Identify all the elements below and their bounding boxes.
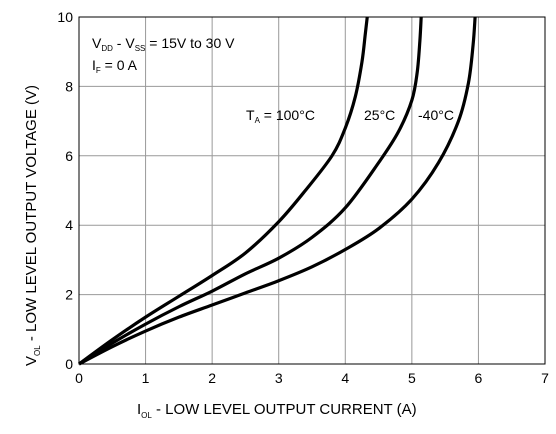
x-axis-label: IOL - LOW LEVEL OUTPUT CURRENT (A) [137, 401, 417, 420]
plot-frame [78, 16, 546, 365]
series-line-minus40c [78, 16, 477, 366]
y-axis-label: VOL - LOW LEVEL OUTPUT VOLTAGE (V) [23, 85, 42, 366]
x-tick-label: 3 [275, 370, 283, 386]
condition-forward-current: IF = 0 A [92, 57, 138, 75]
curves [78, 16, 477, 366]
temperature-label-minus40c: -40°C [418, 107, 454, 123]
y-tick-label: 10 [57, 9, 73, 25]
temperature-label-100c: TA = 100°C [246, 107, 315, 125]
y-tick-label: 8 [65, 78, 73, 94]
y-tick-label: 2 [65, 287, 73, 303]
series-line-100c [78, 16, 369, 366]
x-tick-label: 2 [208, 370, 216, 386]
x-tick-label: 5 [408, 370, 416, 386]
grid [78, 16, 546, 365]
y-tick-label: 0 [65, 356, 73, 372]
series-line-25c [78, 16, 423, 366]
tick-labels: 0 1 2 3 4 5 6 7 0 2 4 6 8 10 [57, 9, 549, 386]
x-tick-label: 4 [341, 370, 349, 386]
condition-supply-voltage: VDD - VSS = 15V to 30 V [92, 35, 235, 53]
x-tick-label: 1 [142, 370, 150, 386]
x-tick-label: 0 [75, 370, 83, 386]
x-tick-label: 6 [475, 370, 483, 386]
temperature-label-25c: 25°C [364, 107, 395, 123]
y-tick-label: 4 [65, 217, 73, 233]
y-tick-label: 6 [65, 148, 73, 164]
x-tick-label: 7 [541, 370, 549, 386]
